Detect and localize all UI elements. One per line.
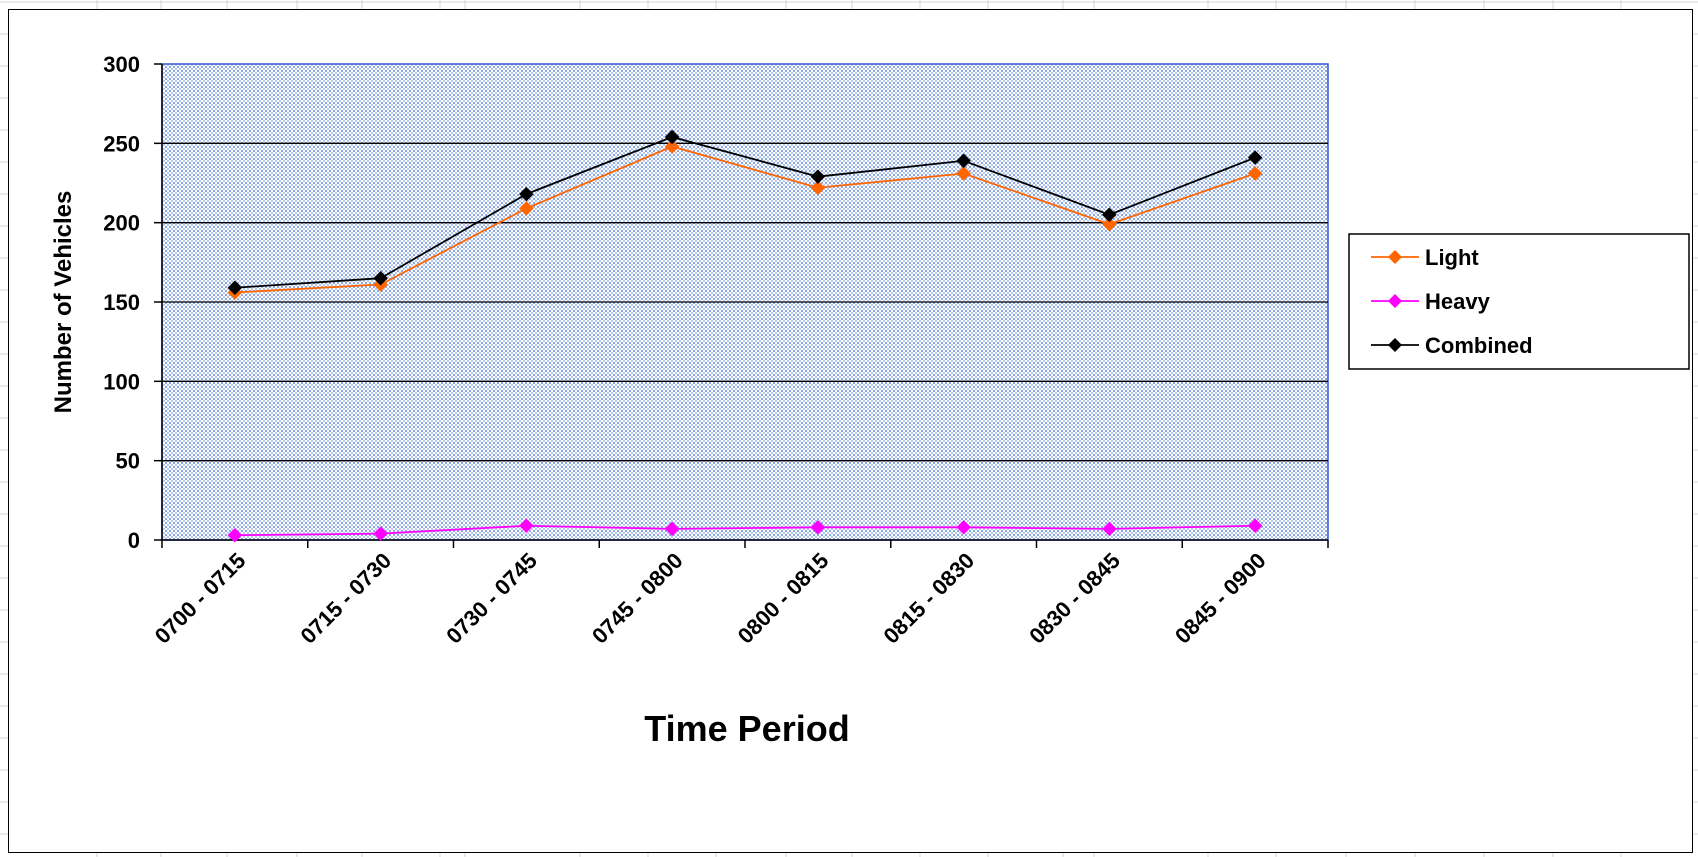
x-tick-label: 0700 - 0715	[150, 548, 251, 649]
x-axis-title: Time Period	[644, 708, 849, 749]
x-tick-label: 0745 - 0800	[587, 548, 688, 649]
legend-label-light: Light	[1425, 245, 1479, 270]
x-tick-label: 0815 - 0830	[878, 548, 979, 649]
data-point-heavy	[373, 526, 388, 542]
y-tick-label: 300	[103, 52, 140, 77]
data-point-heavy	[956, 519, 971, 535]
data-point-light	[1102, 216, 1117, 232]
data-point-heavy	[227, 527, 243, 543]
y-tick-label: 250	[103, 131, 140, 156]
legend-item-combined: Combined	[1371, 333, 1533, 358]
data-point-combined	[810, 169, 826, 185]
legend-swatch-marker	[1388, 250, 1402, 264]
data-point-light	[519, 201, 534, 216]
data-point-combined	[227, 280, 243, 296]
legend-swatch-marker	[1388, 338, 1402, 352]
data-point-combined	[664, 129, 680, 145]
data-point-heavy	[519, 518, 534, 534]
legend-label-heavy: Heavy	[1425, 289, 1491, 314]
data-point-combined	[1247, 150, 1263, 165]
data-point-combined	[373, 270, 388, 286]
series-line-light	[234, 145, 1256, 294]
x-tick-label: 0800 - 0815	[733, 548, 834, 649]
data-point-combined	[519, 186, 534, 202]
x-tick-label: 0830 - 0845	[1024, 548, 1125, 649]
data-point-light	[1247, 166, 1263, 181]
gridlines	[162, 142, 1328, 462]
y-axis-title: Number of Vehicles	[50, 191, 77, 414]
y-tick-label: 50	[116, 449, 140, 474]
data-point-light	[664, 139, 680, 154]
data-point-light	[810, 180, 826, 196]
series-line-heavy	[234, 524, 1256, 537]
data-point-light	[956, 166, 971, 181]
series	[227, 129, 1263, 543]
data-point-combined	[956, 153, 971, 169]
legend-label-combined: Combined	[1425, 333, 1533, 358]
chart-area[interactable]: 0 50 100 150 200 250 300 0700 - 0715 0715 - 0730…	[8, 9, 1693, 853]
y-tick-label: 0	[128, 528, 140, 553]
legend-item-light: Light	[1371, 245, 1479, 270]
axes	[154, 63, 1329, 548]
data-point-heavy	[810, 519, 826, 535]
legend-swatch-marker	[1388, 294, 1402, 308]
y-tick-label: 100	[103, 369, 140, 394]
legend-item-heavy: Heavy	[1371, 289, 1491, 314]
data-point-heavy	[1247, 518, 1263, 534]
y-tick-label: 200	[103, 211, 140, 236]
line-chart: 0 50 100 150 200 250 300 0700 - 0715 0715 - 0730…	[50, 52, 1690, 749]
series-combined	[227, 129, 1263, 296]
x-tick-label: 0715 - 0730	[295, 548, 396, 649]
legend: Light Heavy Combined	[1348, 233, 1690, 370]
series-heavy	[227, 518, 1263, 543]
data-point-heavy	[1102, 521, 1117, 537]
x-tick-label: 0845 - 0900	[1170, 548, 1271, 649]
series-line-combined	[234, 136, 1256, 289]
x-tick-label: 0730 - 0745	[441, 548, 542, 649]
data-point-heavy	[664, 521, 680, 537]
y-tick-label: 150	[103, 290, 140, 315]
data-point-combined	[1102, 207, 1117, 223]
